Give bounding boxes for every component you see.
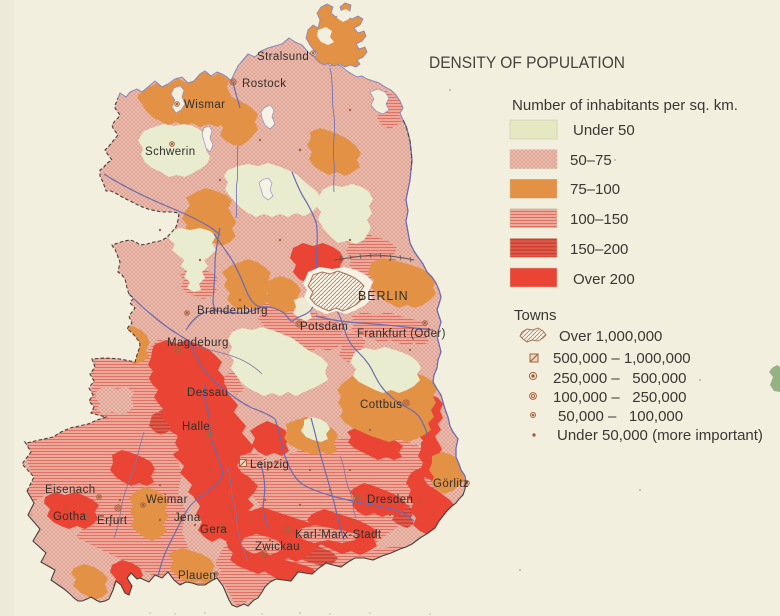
svg-text:Erfurt: Erfurt (97, 515, 128, 527)
svg-text:Over 1,000,000: Over 1,000,000 (559, 328, 662, 345)
svg-text:Gera: Gera (200, 524, 227, 536)
svg-text:DENSITY OF POPULATION: DENSITY OF POPULATION (429, 54, 625, 72)
svg-text:Towns: Towns (514, 307, 557, 324)
svg-text:Stralsund: Stralsund (257, 51, 309, 63)
svg-text:Frankfurt (Oder): Frankfurt (Oder) (357, 328, 446, 340)
svg-text:Under 50,000 (more important): Under 50,000 (more important) (557, 427, 763, 444)
svg-text:Brandenburg: Brandenburg (197, 305, 268, 317)
svg-text:50–75: 50–75 (570, 152, 612, 169)
svg-text:Dessau: Dessau (187, 387, 228, 399)
svg-text:Zwickau: Zwickau (255, 541, 300, 553)
svg-text:75–100: 75–100 (570, 181, 620, 198)
svg-text:100,000 – 250,000: 100,000 – 250,000 (553, 389, 686, 406)
svg-text:50,000 – 100,000: 50,000 – 100,000 (558, 408, 683, 425)
svg-text:Jena: Jena (174, 512, 201, 524)
svg-text:Eisenach: Eisenach (45, 484, 96, 496)
svg-text:Cottbus: Cottbus (360, 399, 402, 411)
svg-text:Plauen: Plauen (178, 570, 216, 582)
svg-text:150–200: 150–200 (570, 241, 628, 258)
svg-text:Wismar: Wismar (184, 99, 225, 111)
svg-text:500,000 – 1,000,000: 500,000 – 1,000,000 (553, 350, 691, 367)
svg-text:Görlitz: Görlitz (433, 478, 469, 490)
svg-text:250,000 – 500,000: 250,000 – 500,000 (553, 370, 686, 387)
svg-text:Dresden: Dresden (367, 494, 413, 506)
svg-text:Schwerin: Schwerin (145, 146, 196, 158)
svg-text:Leipzig: Leipzig (250, 459, 289, 471)
svg-text:Gotha: Gotha (53, 511, 87, 523)
svg-text:BERLIN: BERLIN (358, 289, 409, 303)
svg-text:Halle: Halle (182, 421, 210, 433)
svg-text:Magdeburg: Magdeburg (167, 337, 229, 349)
svg-text:Number of inhabitants per: Number of inhabitants per sq. km. (512, 98, 738, 114)
svg-text:Potsdam: Potsdam (300, 321, 348, 333)
svg-text:Rostock: Rostock (242, 78, 286, 90)
svg-text:100–150: 100–150 (570, 211, 628, 228)
svg-text:Weimar: Weimar (146, 494, 188, 506)
svg-text:Over 200: Over 200 (573, 271, 635, 288)
svg-text:Karl-Marx-Stadt: Karl-Marx-Stadt (295, 529, 382, 541)
svg-text:Under 50: Under 50 (573, 122, 635, 139)
